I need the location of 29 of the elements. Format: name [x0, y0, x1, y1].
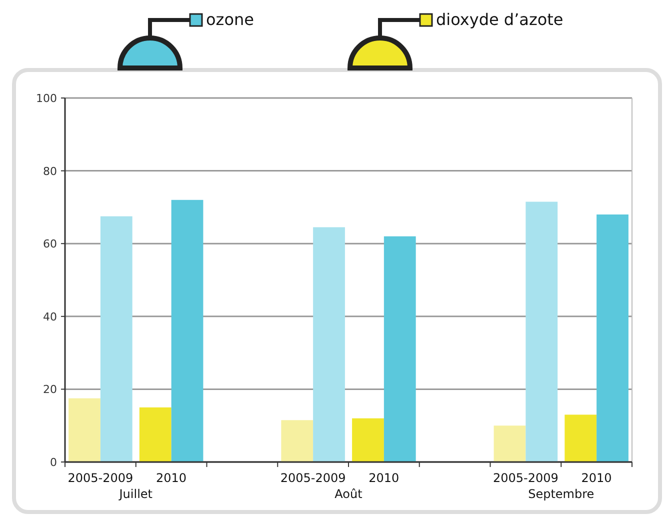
y-tick-label: 0	[50, 456, 57, 469]
bar	[564, 414, 597, 462]
y-tick-label: 20	[43, 383, 57, 396]
x-tick-label: 2010	[368, 471, 400, 485]
bar	[171, 200, 204, 462]
x-tick-label: 2010	[156, 471, 187, 485]
y-tick-label: 100	[36, 92, 57, 105]
x-tick-label: 2005-2009	[492, 471, 558, 485]
bar	[100, 216, 132, 462]
y-tick-label: 40	[43, 310, 57, 324]
bar	[313, 227, 345, 462]
legend-label: dioxyde d’azote	[436, 10, 564, 29]
x-tick-label: 2010	[581, 471, 612, 485]
bar	[352, 418, 384, 462]
bar	[68, 398, 100, 462]
bar	[494, 426, 526, 462]
legend-label: ozone	[206, 10, 254, 29]
text: Juillet	[118, 487, 153, 501]
y-tick-label: 60	[43, 238, 57, 251]
x-tick-label: 2005-2009	[68, 471, 134, 485]
bar	[384, 236, 416, 462]
bar	[526, 202, 558, 462]
bar	[139, 407, 172, 462]
x-tick-label: 2005-2009	[280, 471, 346, 485]
text: Août	[334, 487, 363, 501]
bar	[281, 420, 314, 462]
text: Septembre	[528, 487, 594, 501]
bar	[596, 214, 628, 462]
y-tick-label: 80	[43, 164, 57, 178]
